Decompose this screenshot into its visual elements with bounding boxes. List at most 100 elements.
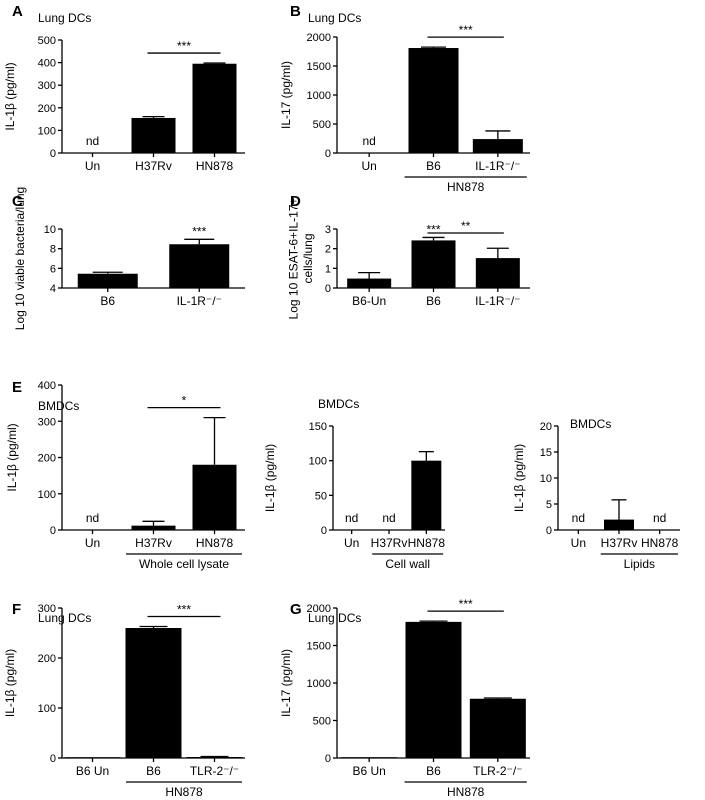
nd-label: nd bbox=[86, 134, 99, 148]
y-tick-label: 300 bbox=[38, 603, 56, 615]
group-label: HN878 bbox=[447, 785, 485, 799]
category-label: H37Rv bbox=[135, 536, 172, 550]
y-tick-label: 1000 bbox=[307, 90, 331, 102]
y-axis-label: IL-1β (pg/ml) bbox=[3, 649, 17, 717]
category-label: HN878 bbox=[196, 536, 234, 550]
bar-1 bbox=[131, 525, 176, 530]
category-label: Un bbox=[344, 536, 359, 550]
y-tick-label: 0 bbox=[50, 525, 56, 537]
category-label: B6 bbox=[426, 159, 441, 173]
y-tick-label: 15 bbox=[540, 447, 552, 459]
bar-2 bbox=[186, 757, 243, 758]
category-label: HN878 bbox=[641, 536, 679, 550]
bar-0 bbox=[77, 273, 138, 288]
panel-a: A Lung DCs 0 100 200 300 400 500 IL-1β (pg/ml) nd… bbox=[3, 3, 245, 173]
category-label: TLR-2⁻/⁻ bbox=[190, 764, 239, 778]
y-tick-label: 0 bbox=[50, 148, 56, 160]
significance-label: *** bbox=[459, 597, 473, 611]
y-tick-label: 300 bbox=[38, 80, 56, 92]
y-axis-label: IL-17 (pg/ml) bbox=[279, 61, 293, 129]
category-label: TLR-2⁻/⁻ bbox=[473, 764, 522, 778]
panel-label: A bbox=[12, 3, 23, 20]
panel-e1: E BMDCs 0 100 200 300 400 IL-1β (pg/ml) nd Un H37R… bbox=[5, 379, 245, 571]
nd-label: nd bbox=[86, 511, 99, 525]
y-axis-label: Log 10 ESAT-6+IL-17+cells/lung bbox=[287, 198, 315, 320]
panel-subtitle: Lung DCs bbox=[38, 611, 91, 625]
category-label: Un bbox=[85, 536, 100, 550]
bar-2 bbox=[411, 460, 442, 530]
y-tick-label: 3 bbox=[325, 224, 331, 236]
y-tick-label: 10 bbox=[44, 224, 56, 236]
panel-label: C bbox=[12, 193, 23, 210]
bar-2 bbox=[469, 698, 526, 758]
y-tick-label: 0 bbox=[325, 148, 331, 160]
category-label: IL-1R⁻/⁻ bbox=[475, 294, 520, 308]
panel-label: D bbox=[290, 193, 301, 210]
category-label: H37Rv bbox=[601, 536, 638, 550]
panel-g: G Lung DCs 0 500 1000 1500 2000 IL-17 (pg/ml) B6… bbox=[279, 597, 530, 799]
category-label: B6 bbox=[426, 294, 441, 308]
nd-label: nd bbox=[362, 134, 375, 148]
significance-label: *** bbox=[177, 39, 191, 53]
y-tick-label: 400 bbox=[38, 58, 56, 70]
bar-1 bbox=[604, 519, 634, 530]
panel-label: G bbox=[290, 601, 302, 618]
bar-1 bbox=[405, 621, 462, 758]
y-tick-label: 100 bbox=[38, 489, 56, 501]
category-label: IL-1R⁻/⁻ bbox=[177, 294, 222, 308]
y-tick-label: 5 bbox=[546, 499, 552, 511]
y-tick-label: 400 bbox=[38, 380, 56, 392]
category-label: HN878 bbox=[196, 159, 234, 173]
panel-c: C 4 6 8 10 Log 10 viable bacteria/lung B6 IL-1R… bbox=[12, 187, 245, 330]
category-label: B6 Un bbox=[76, 764, 109, 778]
y-tick-label: 500 bbox=[313, 119, 331, 131]
category-label: IL-1R⁻/⁻ bbox=[475, 159, 520, 173]
y-tick-label: 6 bbox=[50, 263, 56, 275]
y-tick-label: 100 bbox=[38, 125, 56, 137]
y-tick-label: 150 bbox=[309, 421, 327, 433]
bar-0 bbox=[64, 757, 121, 758]
bar-2 bbox=[475, 258, 520, 288]
bar-0 bbox=[341, 757, 398, 758]
y-tick-label: 0 bbox=[50, 753, 56, 765]
y-tick-label: 100 bbox=[309, 456, 327, 468]
y-tick-label: 2000 bbox=[307, 603, 331, 615]
nd-label: nd bbox=[382, 511, 395, 525]
bar-0 bbox=[347, 278, 392, 288]
panel-label: E bbox=[12, 379, 22, 396]
y-tick-label: 2 bbox=[325, 244, 331, 256]
nd-label: nd bbox=[572, 511, 585, 525]
panel-label: F bbox=[12, 601, 21, 618]
bar-1 bbox=[169, 244, 230, 288]
y-tick-label: 1 bbox=[325, 263, 331, 275]
y-axis-label: IL-1β (pg/ml) bbox=[3, 62, 17, 130]
bar-2 bbox=[192, 464, 237, 530]
y-axis-label: IL-1β (pg/ml) bbox=[5, 423, 19, 491]
y-tick-label: 1000 bbox=[307, 678, 331, 690]
y-tick-label: 10 bbox=[540, 473, 552, 485]
significance-label: ** bbox=[461, 219, 471, 233]
y-tick-label: 500 bbox=[38, 35, 56, 47]
y-tick-label: 200 bbox=[38, 103, 56, 115]
y-tick-label: 8 bbox=[50, 244, 56, 256]
y-tick-label: 500 bbox=[313, 716, 331, 728]
panel-f: F Lung DCs 0 100 200 300 IL-1β (pg/ml) B6 Un B6 T… bbox=[3, 601, 245, 799]
y-axis-label: IL-1β (pg/ml) bbox=[512, 444, 526, 512]
nd-label: nd bbox=[345, 511, 358, 525]
panel-label: B bbox=[290, 3, 301, 20]
panel-e2: BMDCs 0 50 100 150 IL-1β (pg/ml) nd Un nd H37Rv HN… bbox=[263, 397, 445, 571]
category-label: HN878 bbox=[408, 536, 446, 550]
y-axis-label: IL-17 (pg/ml) bbox=[279, 649, 293, 717]
bar-2 bbox=[472, 139, 523, 153]
group-label: Cell wall bbox=[385, 557, 430, 571]
category-label: H37Rv bbox=[135, 159, 172, 173]
panel-subtitle: BMDCs bbox=[570, 417, 611, 431]
significance-label: *** bbox=[459, 23, 473, 37]
bar-1 bbox=[125, 628, 182, 758]
y-tick-label: 0 bbox=[325, 753, 331, 765]
y-tick-label: 4 bbox=[50, 283, 56, 295]
significance-label: * bbox=[182, 394, 187, 408]
panel-e3: BMDCs 0 5 10 15 20 IL-1β (pg/ml) nd Un H37Rv nd HN8… bbox=[512, 417, 680, 571]
group-label: HN878 bbox=[447, 180, 485, 194]
